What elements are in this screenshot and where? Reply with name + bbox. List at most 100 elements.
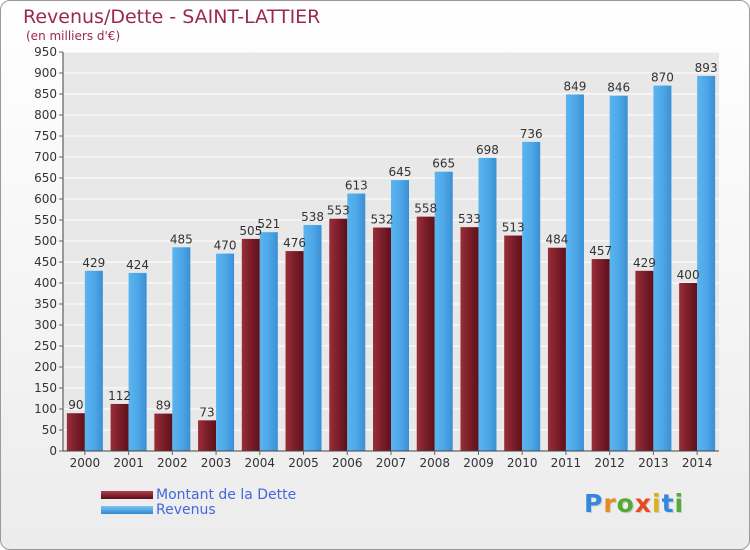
data-label: 665 xyxy=(432,157,455,171)
bar-revenus xyxy=(259,232,278,451)
y-tick-label: 100 xyxy=(34,402,57,416)
data-label: 736 xyxy=(520,127,543,141)
y-tick-label: 950 xyxy=(34,45,57,59)
y-tick-label: 0 xyxy=(49,444,57,458)
x-tick-label: 2006 xyxy=(332,456,363,470)
bar-dette xyxy=(110,403,129,451)
bar-revenus xyxy=(434,171,453,451)
bar-revenus xyxy=(565,94,584,452)
data-label: 429 xyxy=(633,256,656,270)
data-label: 698 xyxy=(476,143,499,157)
y-tick-label: 500 xyxy=(34,234,57,248)
bar-dette xyxy=(373,227,391,451)
chart-title: Revenus/Dette - SAINT-LATTIER xyxy=(23,6,321,28)
data-label: 457 xyxy=(589,244,612,258)
data-label: 424 xyxy=(126,258,149,272)
bar-revenus xyxy=(391,180,409,451)
bar-revenus xyxy=(653,85,672,451)
x-tick-label: 2013 xyxy=(638,456,669,470)
x-tick-label: 2004 xyxy=(245,456,276,470)
bar-revenus xyxy=(347,193,366,452)
y-tick-label: 700 xyxy=(34,150,57,164)
x-tick-label: 2005 xyxy=(288,456,319,470)
logo-letter: x xyxy=(634,489,652,518)
data-label: 553 xyxy=(327,204,350,218)
logo-letter: o xyxy=(616,489,635,518)
y-tick-label: 450 xyxy=(34,255,57,269)
data-label: 429 xyxy=(82,256,105,270)
y-tick-label: 900 xyxy=(34,66,57,80)
legend-swatch-dette xyxy=(101,491,153,499)
data-label: 893 xyxy=(695,61,718,75)
y-tick-label: 400 xyxy=(34,276,57,290)
data-label: 870 xyxy=(651,71,674,85)
legend-label-dette: Montant de la Dette xyxy=(156,487,297,503)
data-label: 90 xyxy=(68,398,83,412)
data-label: 73 xyxy=(199,405,214,419)
bar-dette xyxy=(154,413,173,451)
bar-dette xyxy=(635,270,654,451)
x-tick-label: 2011 xyxy=(551,456,582,470)
logo-letter: P xyxy=(584,489,604,518)
data-label: 558 xyxy=(414,202,437,216)
bar-revenus xyxy=(478,157,497,451)
data-label: 846 xyxy=(607,81,630,95)
x-tick-label: 2008 xyxy=(419,456,450,470)
bar-dette xyxy=(460,227,479,451)
bar-revenus xyxy=(172,247,191,451)
bar-revenus xyxy=(84,270,103,451)
data-label: 400 xyxy=(677,268,700,282)
y-tick-label: 550 xyxy=(34,213,57,227)
bar-revenus xyxy=(303,225,322,451)
bar-dette xyxy=(329,218,348,451)
x-tick-label: 2002 xyxy=(157,456,188,470)
x-tick-label: 2003 xyxy=(201,456,232,470)
bar-revenus xyxy=(697,75,716,451)
x-tick-label: 2010 xyxy=(507,456,538,470)
bar-dette xyxy=(591,259,610,451)
y-tick-label: 800 xyxy=(34,108,57,122)
data-label: 849 xyxy=(563,79,586,93)
y-tick-label: 250 xyxy=(34,339,57,353)
x-tick-label: 2012 xyxy=(594,456,625,470)
legend-label-revenus: Revenus xyxy=(156,502,216,518)
bar-revenus xyxy=(609,95,628,452)
bar-dette xyxy=(285,251,304,451)
data-label: 645 xyxy=(389,165,412,179)
x-tick-label: 2001 xyxy=(113,456,144,470)
x-tick-label: 2014 xyxy=(682,456,713,470)
y-tick-label: 150 xyxy=(34,381,57,395)
bar-dette xyxy=(198,420,217,451)
data-label: 505 xyxy=(239,224,262,238)
data-label: 532 xyxy=(371,213,394,227)
bar-revenus xyxy=(216,253,235,451)
y-tick-label: 50 xyxy=(42,423,57,437)
proxiti-logo: Proxiti xyxy=(584,489,684,518)
data-label: 485 xyxy=(170,232,193,246)
logo-letter: t xyxy=(661,489,675,518)
chart-subtitle: (en milliers d'€) xyxy=(26,29,121,43)
bar-dette xyxy=(66,413,85,451)
y-tick-label: 850 xyxy=(34,87,57,101)
legend-swatch-revenus xyxy=(101,506,153,514)
bar-dette xyxy=(679,283,698,451)
bar-revenus xyxy=(128,272,147,451)
y-tick-label: 650 xyxy=(34,171,57,185)
logo-letter: i xyxy=(652,489,662,518)
data-label: 513 xyxy=(502,221,525,235)
x-tick-label: 2009 xyxy=(463,456,494,470)
y-tick-label: 200 xyxy=(34,360,57,374)
y-tick-label: 350 xyxy=(34,297,57,311)
y-tick-label: 600 xyxy=(34,192,57,206)
data-label: 112 xyxy=(108,389,131,403)
data-label: 538 xyxy=(301,210,324,224)
bar-dette xyxy=(416,216,435,451)
bar-dette xyxy=(547,247,566,451)
bar-dette xyxy=(504,235,523,451)
logo-letter: r xyxy=(603,489,617,518)
bar-revenus xyxy=(522,141,541,451)
data-label: 613 xyxy=(345,179,368,193)
logo-letter: i xyxy=(674,489,685,518)
